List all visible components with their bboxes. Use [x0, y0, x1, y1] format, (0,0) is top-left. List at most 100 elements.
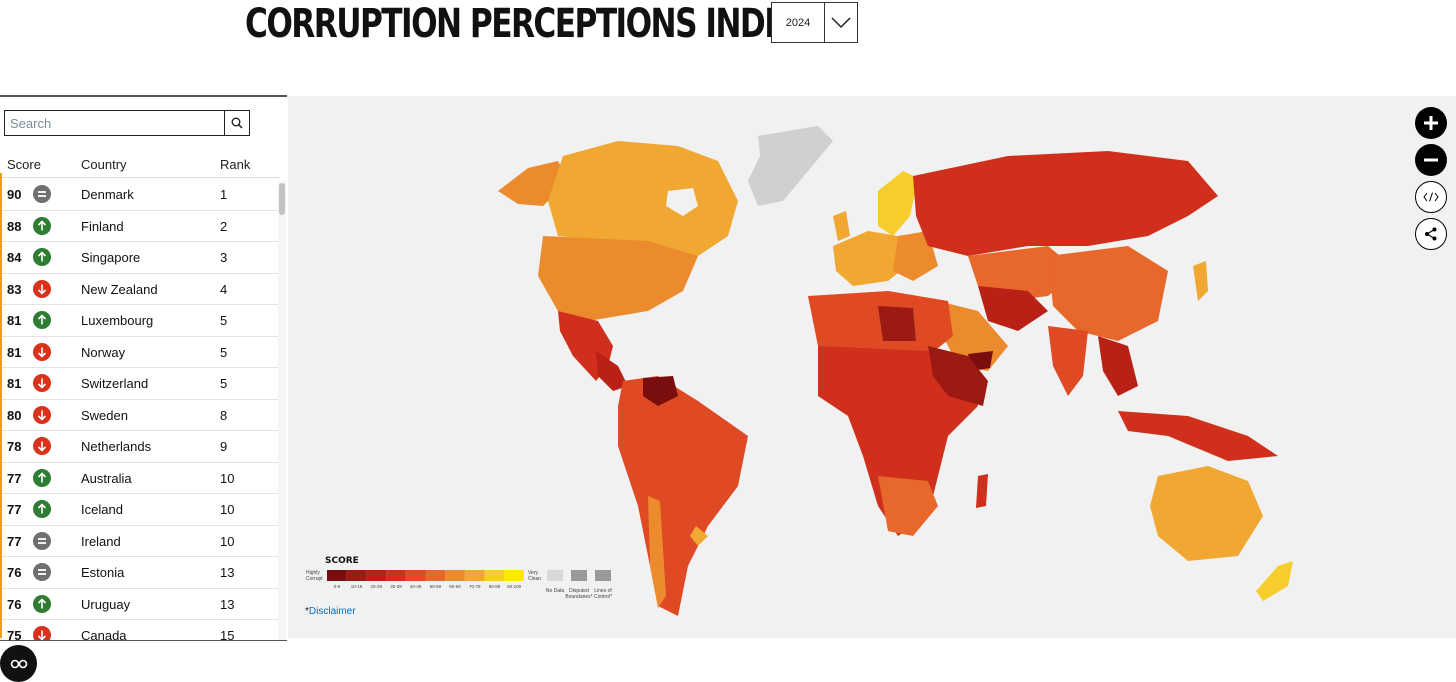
rank-value: 9	[220, 439, 228, 454]
score-value: 80	[7, 407, 22, 423]
equal-icon	[33, 531, 51, 550]
table-row[interactable]: 78 Netherlands 9	[0, 431, 280, 463]
table-row[interactable]: 81 Luxembourg 5	[0, 305, 280, 337]
eastern-europe	[893, 231, 938, 281]
rank-value: 5	[220, 313, 228, 328]
new-zealand	[1256, 561, 1293, 601]
search-icon	[231, 117, 243, 129]
score-value: 77	[7, 470, 22, 486]
score-value: 81	[7, 376, 22, 391]
search-input[interactable]	[4, 110, 225, 136]
score-value: 77	[7, 502, 22, 517]
share-button[interactable]	[1415, 218, 1447, 250]
rank-value: 5	[220, 344, 228, 360]
cookie-consent-button[interactable]	[0, 645, 37, 682]
chile	[648, 496, 666, 608]
legend-bin	[504, 570, 524, 581]
year-value: 2024	[772, 3, 825, 42]
country-name: Sweden	[81, 407, 128, 423]
plus-icon	[1424, 116, 1438, 130]
zoom-in-button[interactable]	[1415, 107, 1447, 139]
arrow-down-icon	[33, 405, 51, 424]
score-value: 76	[7, 565, 22, 580]
country-name: Netherlands	[81, 439, 152, 454]
equal-icon	[33, 185, 51, 203]
country-header[interactable]: Country	[81, 157, 127, 172]
legend-bin-label: 0-9	[334, 584, 341, 589]
southern-africa	[878, 476, 938, 536]
legend-bin-label: 70-79	[469, 584, 481, 589]
legend-bin	[425, 570, 446, 581]
southeast-asia	[1098, 336, 1138, 396]
table-row[interactable]: 77 Australia 10	[0, 463, 280, 494]
search-button[interactable]	[225, 110, 250, 136]
score-value: 84	[7, 250, 22, 265]
table-row[interactable]: 80 Sweden 8	[0, 400, 280, 431]
legend-bin-label: 10-19	[351, 584, 363, 589]
table-row[interactable]: 76 Uruguay 13	[0, 589, 280, 620]
rank-value: 4	[220, 281, 228, 297]
india	[1048, 326, 1088, 396]
embed-button[interactable]	[1415, 181, 1447, 213]
legend-bin	[386, 570, 406, 581]
venezuela	[643, 376, 678, 406]
country-name: Singapore	[81, 250, 141, 265]
ranking-panel: Score Country Rank 90Denmark188Finland28…	[0, 95, 287, 641]
rank-header[interactable]: Rank	[220, 157, 251, 172]
table-row[interactable]: 81 Switzerland 5	[0, 368, 280, 400]
arrow-up-icon	[33, 216, 51, 235]
legend-low-label: Highly Corrupt	[306, 570, 323, 582]
world-map[interactable]: 0-9 10-19 20-29 30-39 40-49 50-59 60-69 70-79 80…	[288, 96, 1456, 638]
arrow-down-icon	[33, 626, 51, 640]
scandinavia	[878, 171, 918, 236]
rank-value: 13	[220, 565, 235, 580]
iran-afghan	[978, 286, 1048, 331]
rank-value: 5	[220, 376, 228, 391]
table-header: Score Country Rank	[0, 155, 280, 178]
indonesia	[1118, 411, 1278, 461]
legend-scale: 0-9 10-19 20-29 30-39 40-49 50-59 60-69 70-79 80…	[327, 570, 524, 589]
table-row[interactable]: 83 New Zealand 4	[0, 274, 280, 305]
legend-bin	[484, 570, 505, 581]
country-name: Ireland	[81, 533, 121, 549]
country-name: Luxembourg	[81, 313, 154, 328]
country-name: Iceland	[81, 502, 123, 517]
legend-extra-swatch	[571, 570, 587, 581]
score-value: 81	[7, 313, 22, 328]
russia	[913, 151, 1218, 256]
table-row[interactable]: 90 Denmark 1	[0, 179, 280, 211]
score-value: 88	[7, 218, 22, 234]
australia	[1150, 466, 1263, 561]
page-title: CORRUPTION PERCEPTIONS INDEX	[245, 1, 808, 47]
legend-bin	[327, 570, 347, 581]
scrollbar[interactable]	[278, 181, 286, 640]
zoom-out-button[interactable]	[1415, 144, 1447, 176]
table-row[interactable]: 76 Estonia 13	[0, 557, 280, 589]
table-row[interactable]: 75 Canada 15	[0, 620, 280, 641]
rank-value: 8	[220, 407, 228, 423]
disclaimer-link[interactable]: *Disclaimer	[305, 606, 356, 617]
table-row[interactable]: 81 Norway 5	[0, 337, 280, 368]
japan	[1193, 261, 1208, 301]
table-row[interactable]: 84 Singapore 3	[0, 242, 280, 274]
legend-title: SCORE	[325, 556, 359, 566]
rank-value: 10	[220, 470, 235, 486]
table-row[interactable]: 77 Ireland 10	[0, 526, 280, 557]
libya	[878, 306, 916, 341]
rank-value: 15	[220, 628, 235, 641]
legend-extra-label: Disputed Boundaries*	[565, 588, 593, 600]
arrow-up-icon	[33, 468, 51, 487]
score-header[interactable]: Score	[7, 157, 41, 172]
rank-value: 3	[220, 250, 228, 265]
rank-value: 1	[220, 187, 228, 202]
scroll-thumb[interactable]	[279, 183, 285, 215]
cookie-icon	[10, 659, 27, 668]
arrow-down-icon	[33, 374, 51, 392]
map-canvas[interactable]: 0-9 10-19 20-29 30-39 40-49 50-59 60-69 70-79 80…	[288, 96, 1456, 638]
table-row[interactable]: 77 Iceland 10	[0, 494, 280, 526]
table-row[interactable]: 88 Finland 2	[0, 211, 280, 242]
arrow-up-icon	[33, 500, 51, 518]
year-select[interactable]: 2024	[771, 2, 858, 43]
rank-value: 10	[220, 502, 235, 517]
legend-bin-label: 60-69	[449, 584, 461, 589]
